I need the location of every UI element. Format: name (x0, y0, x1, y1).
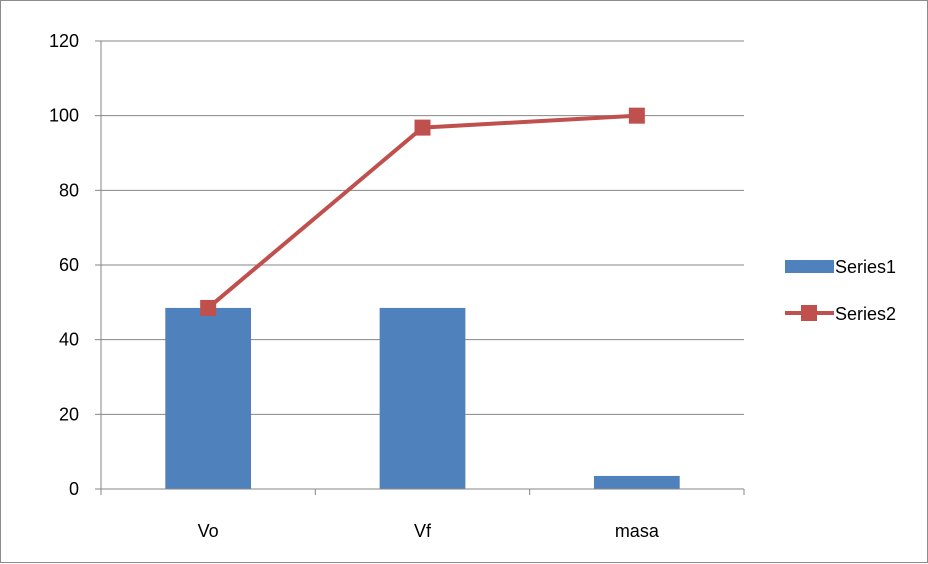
axes (95, 40, 745, 495)
legend-marker-series2 (801, 305, 817, 321)
point-Vo (200, 299, 217, 316)
series1-bars (165, 307, 680, 489)
legend: Series1 Series2 (785, 257, 896, 324)
bar-masa (593, 475, 680, 489)
bar-Vf (379, 307, 466, 489)
x-tick-label: Vo (198, 521, 219, 541)
y-tick-label: 20 (59, 404, 79, 424)
legend-swatch-series1 (785, 260, 834, 273)
y-tick-label: 80 (59, 180, 79, 200)
bar-Vo (165, 307, 252, 489)
legend-label-series2: Series2 (835, 304, 896, 324)
x-tick-label: Vf (414, 521, 432, 541)
y-tick-labels: 0 20 40 60 80 100 120 (49, 31, 79, 499)
series2-polyline (206, 113, 637, 310)
y-tick-label: 100 (49, 106, 79, 126)
y-tick-label: 120 (49, 31, 79, 51)
x-tick-label: masa (615, 521, 660, 541)
y-tick-label: 60 (59, 255, 79, 275)
point-Vf (414, 119, 431, 136)
legend-label-series1: Series1 (835, 257, 896, 277)
y-tick-label: 40 (59, 330, 79, 350)
series2-line (200, 107, 645, 316)
point-masa (628, 107, 645, 124)
x-tick-labels: Vo Vf masa (198, 521, 660, 541)
y-tick-label: 0 (69, 479, 79, 499)
